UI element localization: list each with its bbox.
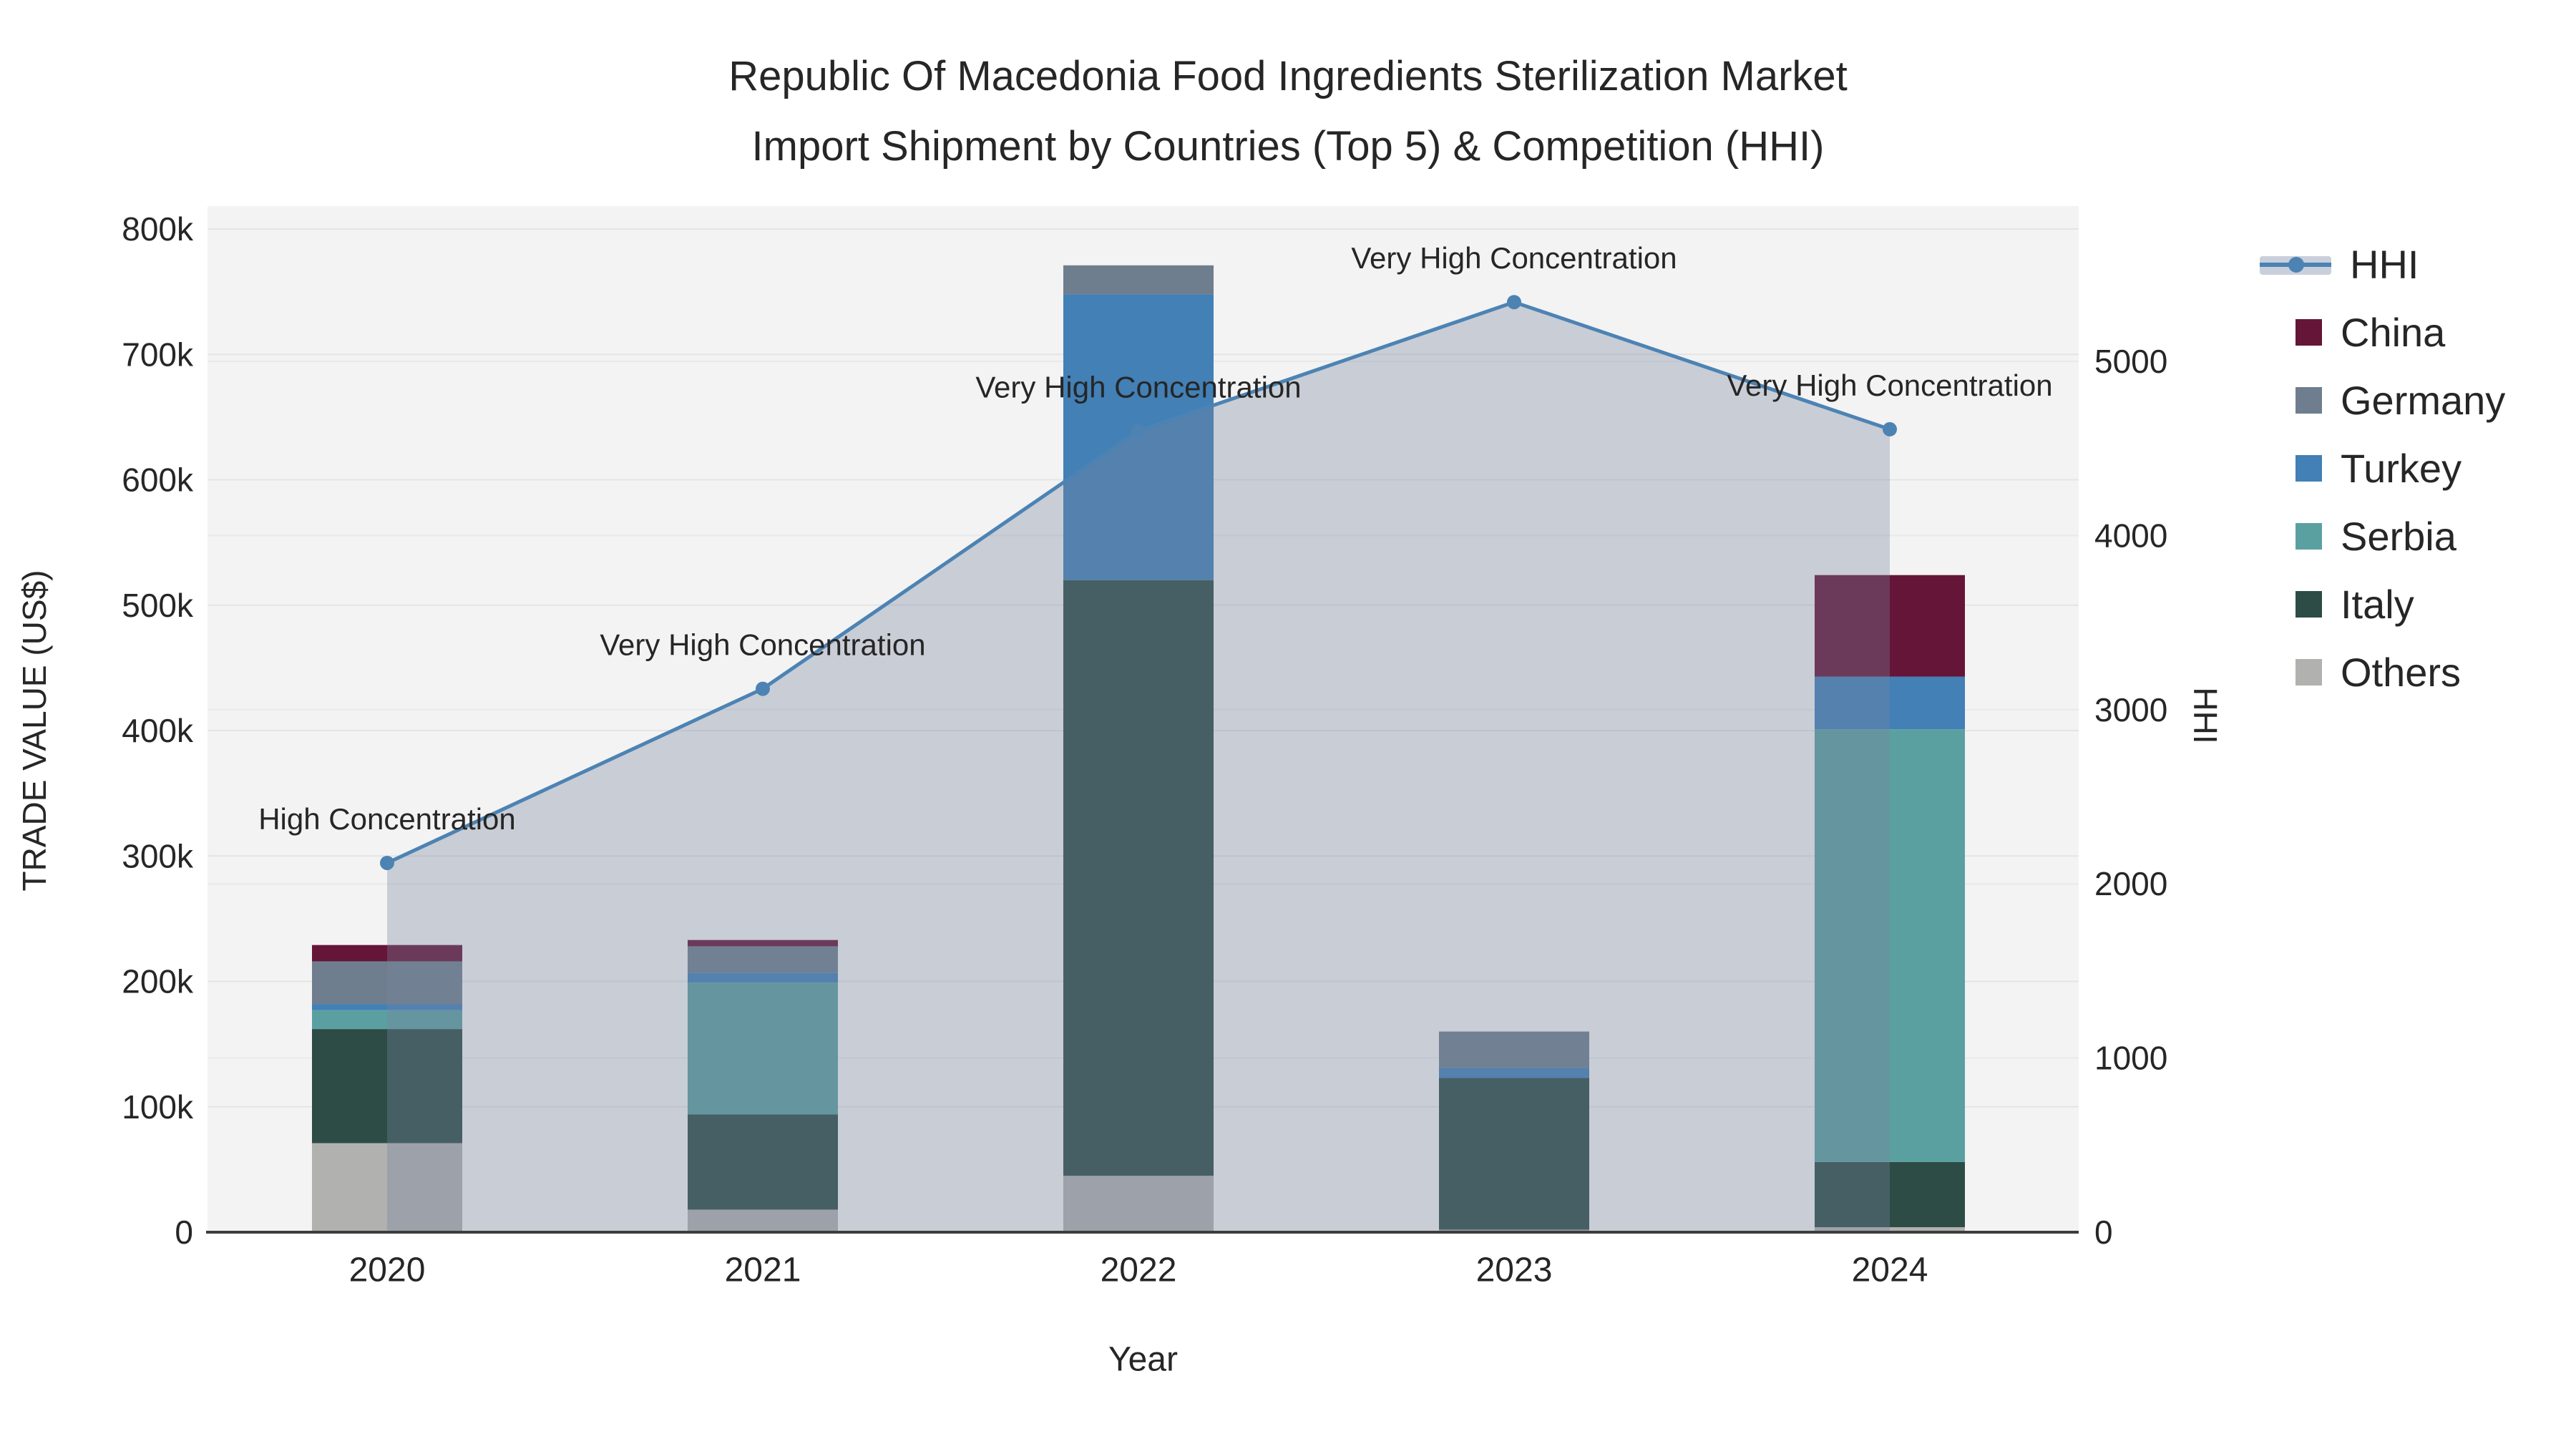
y-right-tick-3000: 3000 xyxy=(2094,691,2167,728)
bar-segment-others-2021 xyxy=(688,1209,838,1232)
x-tick-2023: 2023 xyxy=(1476,1252,1553,1289)
bar-segment-turkey-2020 xyxy=(312,1004,462,1010)
legend-label-germany: Germany xyxy=(2341,378,2506,423)
x-tick-2024: 2024 xyxy=(1852,1252,1928,1289)
y-right-tick-5000: 5000 xyxy=(2094,343,2167,380)
y-left-tick-800k: 800k xyxy=(122,210,194,248)
bar-segment-germany-2022 xyxy=(1063,265,1214,295)
legend-item-serbia[interactable]: Serbia xyxy=(2260,502,2505,570)
bar-segment-others-2022 xyxy=(1063,1176,1214,1232)
bar-segment-serbia-2024 xyxy=(1815,729,1965,1162)
others-swatch xyxy=(2296,659,2322,686)
legend-item-others[interactable]: Others xyxy=(2260,638,2505,706)
y-left-tick-300k: 300k xyxy=(122,837,194,874)
annotation-2021: Very High Concentration xyxy=(600,628,925,662)
bar-segment-others-2020 xyxy=(312,1143,462,1232)
turkey-swatch xyxy=(2296,455,2322,482)
annotation-2024: Very High Concentration xyxy=(1727,369,2052,402)
legend-item-germany[interactable]: Germany xyxy=(2260,366,2505,434)
y-left-tick-0: 0 xyxy=(175,1214,193,1251)
bar-segment-serbia-2020 xyxy=(312,1010,462,1030)
y-right-tick-4000: 4000 xyxy=(2094,517,2167,554)
x-tick-2022: 2022 xyxy=(1101,1252,1177,1289)
bar-segment-serbia-2021 xyxy=(688,982,838,1115)
y-right-tick-2000: 2000 xyxy=(2094,865,2167,902)
hhi-marker-2021 xyxy=(756,681,770,696)
legend-item-hhi[interactable]: HHI xyxy=(2260,230,2505,298)
bar-segment-italy-2021 xyxy=(688,1114,838,1210)
chart-title-line1: Republic Of Macedonia Food Ingredients S… xyxy=(728,53,1848,99)
legend-label-hhi: HHI xyxy=(2350,242,2419,287)
legend-item-italy[interactable]: Italy xyxy=(2260,570,2505,638)
legend-label-china: China xyxy=(2341,310,2446,355)
y-left-tick-700k: 700k xyxy=(122,336,194,373)
y-right-axis-title: HHI xyxy=(2187,687,2224,743)
china-swatch xyxy=(2296,319,2322,346)
legend: HHI China Germany Turkey Serbia Italy Others xyxy=(2260,230,2505,706)
legend-label-others: Others xyxy=(2341,650,2462,695)
hhi-area-fill xyxy=(387,302,1890,1233)
bar-segment-others-2024 xyxy=(1815,1226,1965,1232)
hhi-marker-2022 xyxy=(1131,424,1146,439)
bar-segment-italy-2024 xyxy=(1815,1161,1965,1227)
y-left-tick-600k: 600k xyxy=(122,462,194,499)
chart-title-line2: Import Shipment by Countries (Top 5) & C… xyxy=(751,123,1825,170)
y-left-tick-200k: 200k xyxy=(122,963,194,1000)
bar-segment-china-2021 xyxy=(688,940,838,947)
bar-segment-turkey-2023 xyxy=(1439,1068,1589,1078)
bar-segment-china-2020 xyxy=(312,945,462,962)
bar-segment-italy-2022 xyxy=(1063,580,1214,1176)
hhi-marker-2023 xyxy=(1507,295,1521,310)
bar-segment-turkey-2024 xyxy=(1815,676,1965,730)
annotation-2022: Very High Concentration xyxy=(975,370,1301,404)
bar-segment-china-2024 xyxy=(1815,575,1965,677)
hhi-marker-2020 xyxy=(380,855,394,870)
bar-segment-germany-2023 xyxy=(1439,1031,1589,1068)
germany-swatch xyxy=(2296,387,2322,414)
legend-label-turkey: Turkey xyxy=(2341,446,2462,491)
legend-item-china[interactable]: China xyxy=(2260,298,2505,366)
bar-segment-turkey-2021 xyxy=(688,972,838,983)
bar-segment-germany-2021 xyxy=(688,946,838,973)
chart-title: Republic Of Macedonia Food Ingredients S… xyxy=(0,42,2576,182)
bar-segment-germany-2020 xyxy=(312,961,462,1005)
y-left-tick-400k: 400k xyxy=(122,712,194,749)
italy-swatch xyxy=(2296,591,2322,618)
y-left-tick-100k: 100k xyxy=(122,1088,194,1126)
bar-segment-italy-2020 xyxy=(312,1029,462,1143)
legend-label-italy: Italy xyxy=(2341,582,2414,627)
bar-segment-italy-2023 xyxy=(1439,1078,1589,1230)
y-left-tick-500k: 500k xyxy=(122,587,194,624)
y-right-tick-1000: 1000 xyxy=(2094,1040,2167,1077)
hhi-marker-2024 xyxy=(1883,421,1897,436)
legend-hhi-dot xyxy=(2288,256,2304,273)
legend-item-turkey[interactable]: Turkey xyxy=(2260,434,2505,502)
y-left-axis-title: TRADE VALUE (US$) xyxy=(16,570,53,891)
serbia-swatch xyxy=(2296,523,2322,550)
annotation-2020: High Concentration xyxy=(258,802,516,836)
legend-label-serbia: Serbia xyxy=(2341,514,2457,559)
y-right-tick-0: 0 xyxy=(2094,1214,2113,1251)
x-tick-2021: 2021 xyxy=(725,1252,801,1289)
annotation-2023: Very High Concentration xyxy=(1351,241,1677,275)
legend-hhi-line-swatch xyxy=(2260,250,2331,279)
x-axis-title: Year xyxy=(1108,1341,1178,1379)
x-tick-2020: 2020 xyxy=(349,1252,426,1289)
